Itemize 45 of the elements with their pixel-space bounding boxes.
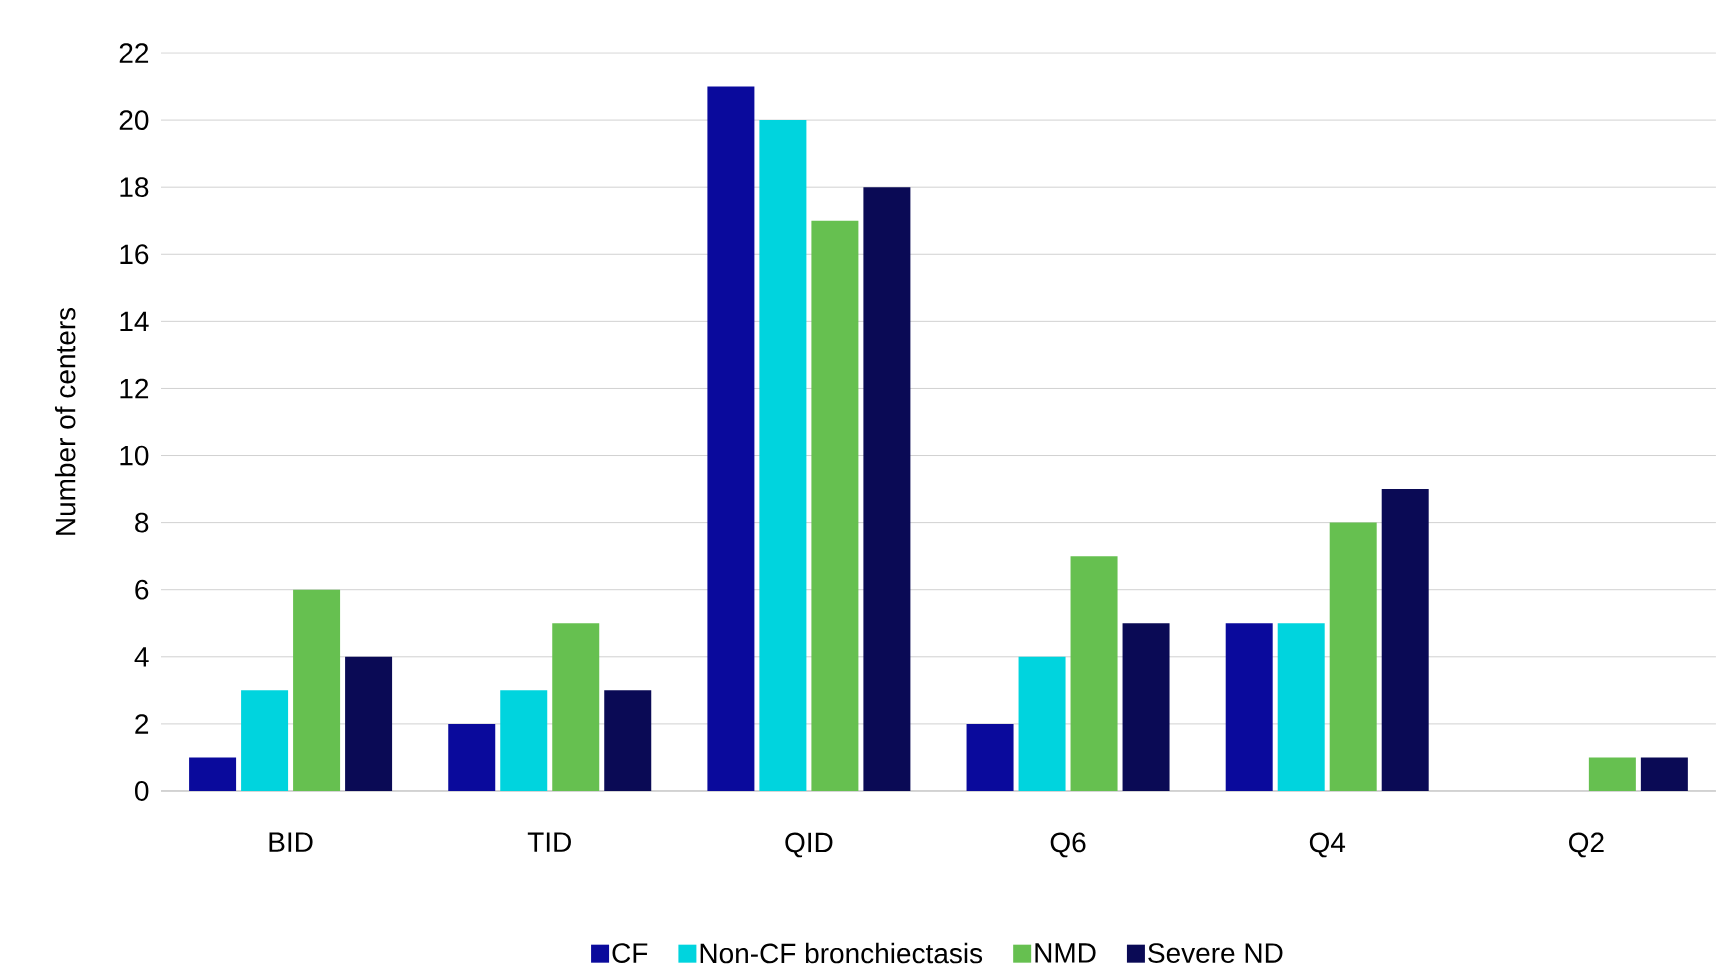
bar <box>759 120 807 791</box>
y-tick-label: 8 <box>135 512 149 533</box>
bar <box>500 690 548 791</box>
x-tick-label: Q2 <box>1569 832 1604 858</box>
bar <box>604 690 652 791</box>
bar <box>1225 623 1273 791</box>
y-tick-label: 0 <box>135 781 149 801</box>
bar <box>1122 623 1170 791</box>
bar <box>241 690 289 791</box>
bar <box>811 220 859 791</box>
bar <box>1018 656 1066 791</box>
bar <box>1277 623 1325 791</box>
bar <box>707 86 755 791</box>
y-tick-label: 22 <box>119 43 149 63</box>
bar <box>1640 757 1688 791</box>
x-tick-label: Q4 <box>1309 832 1346 858</box>
legend-label: CF <box>612 943 648 963</box>
bar <box>189 757 237 791</box>
x-tick-label: QID <box>785 832 833 858</box>
bar <box>1588 757 1636 791</box>
legend-label: Severe ND <box>1148 943 1283 963</box>
bar <box>1070 556 1118 791</box>
y-tick-label: 16 <box>120 244 149 265</box>
y-axis-title: Number of centers <box>54 307 76 535</box>
x-tick-label: Q6 <box>1050 832 1086 858</box>
y-tick-label: 12 <box>120 378 149 399</box>
bar <box>863 187 911 791</box>
y-tick-label: 10 <box>120 445 149 466</box>
y-tick-label: 18 <box>120 177 149 198</box>
y-tick-label: 4 <box>134 647 149 667</box>
legend-label: NMD <box>1035 943 1096 963</box>
bar <box>345 656 393 791</box>
bar <box>552 623 600 791</box>
legend-label: Non-CF bronchiectasis <box>700 942 983 964</box>
bar <box>448 723 496 791</box>
y-tick-label: 2 <box>135 714 149 734</box>
y-tick-label: 6 <box>135 579 149 600</box>
bar <box>966 723 1014 791</box>
x-tick-label: TID <box>527 832 571 852</box>
y-tick-label: 20 <box>119 110 149 130</box>
y-tick-label: 14 <box>120 311 149 331</box>
x-tick-label: BID <box>269 832 313 852</box>
bar <box>1329 522 1377 791</box>
bar <box>1381 489 1429 791</box>
bar <box>293 589 341 791</box>
